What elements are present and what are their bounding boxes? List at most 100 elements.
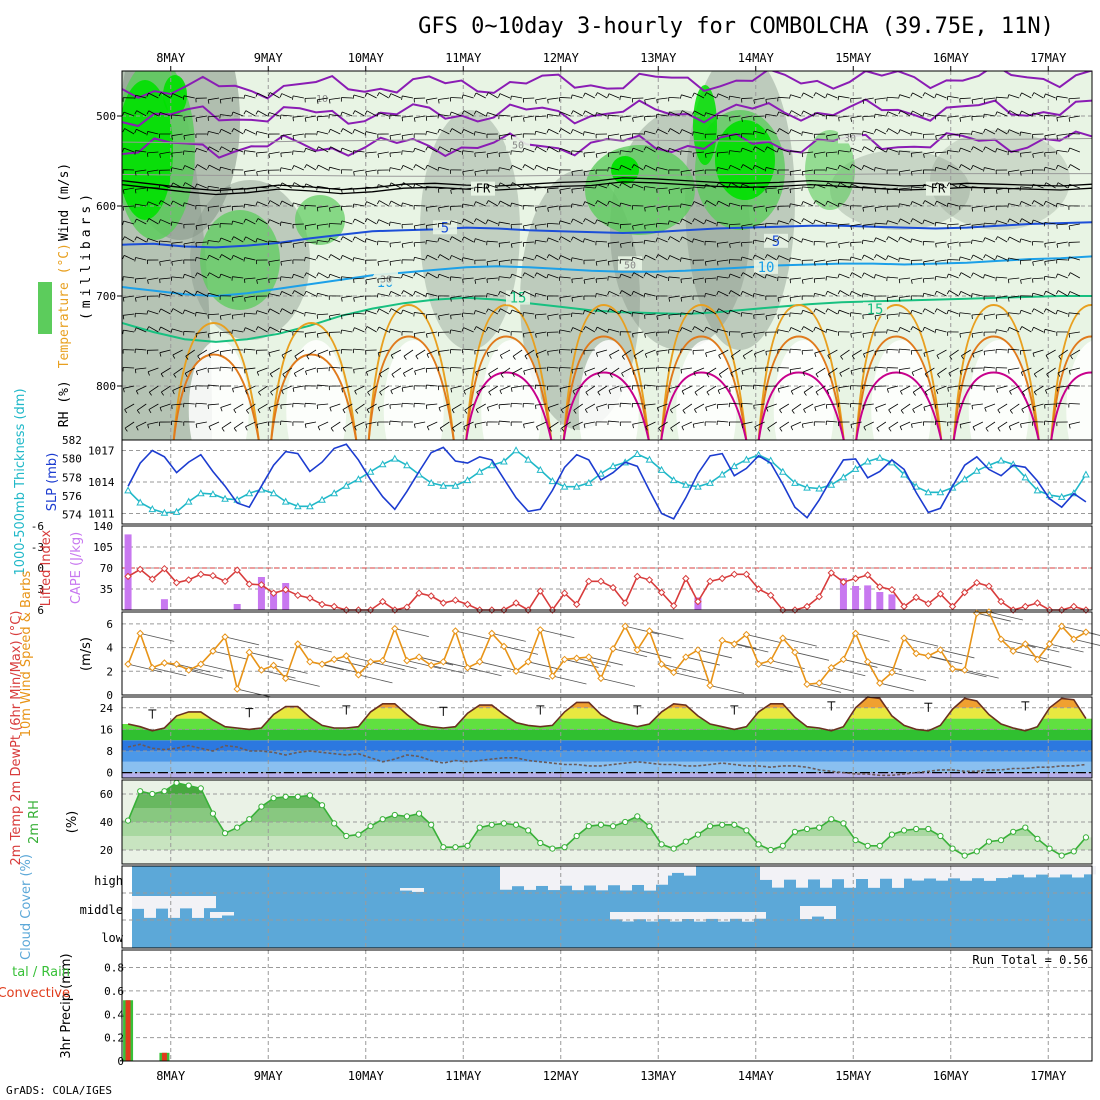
wind-barb [670,403,680,411]
wind-barb-flag [1019,310,1022,315]
wind-barb [971,97,983,101]
wind-barb-flag [523,424,525,429]
wind-barb [900,385,911,392]
wind-barb-flag [995,148,998,153]
wind-barb-flag [837,310,840,315]
wind-barb-flag [910,201,913,206]
wind-barb [280,276,292,279]
wind-speed-point [645,627,654,635]
wind-barb-flag [801,201,804,206]
wind-barb-flag [570,129,574,134]
wind-barb-flag [340,255,343,260]
wind-barb-flag [522,164,526,169]
wind-barb [438,403,450,408]
wind-barb [935,420,947,423]
wind-barb [899,203,911,207]
wind-barb [341,367,353,369]
wind-speed-point [815,679,823,687]
wind-barb [499,241,511,244]
wind-barb [839,290,850,297]
wind-barb [329,237,341,243]
wind-barb-flag [376,112,379,117]
wind-barb [1021,326,1032,333]
wind-barb-flag [765,207,768,212]
wind-barb-flag [789,279,792,284]
wind-barb [1058,349,1068,357]
wind-barb [389,259,401,262]
wind-barb [597,200,608,207]
wind-barb [462,348,474,351]
wind-barb-flag [437,254,441,259]
wind-barb [123,254,135,261]
wind-barb-flag [595,293,597,298]
wind-barb-flag [741,333,743,338]
wind-barb [293,273,305,279]
wind-barb-flag [1067,291,1071,296]
wind-barb [862,186,874,189]
wind-barb [996,295,1008,299]
precip-tick-label: 0.4 [104,1008,124,1021]
wind-barb-flag [160,373,164,378]
wind-barb-flag [510,387,513,392]
wind-barb [159,184,171,189]
wind-barb [729,202,741,207]
wind-barb-flag [194,183,198,188]
wind-barb-flag [948,372,952,377]
wind-barb-flag [898,297,901,302]
wind-barb [937,367,947,375]
wind-barb [632,183,644,189]
wind-barb-flag [473,92,477,97]
wind-barb [488,92,499,99]
wind-barb [476,403,486,410]
rh-shade-blob [805,130,855,210]
rh2m-point [391,811,398,819]
wind-speed-point [451,627,460,635]
wind-barb-flag [158,219,161,224]
wind-barb [547,187,559,190]
rh2m-point [791,828,799,835]
wind-barb [535,223,547,226]
wind-barb-flag [510,290,513,295]
wind-barb-flag [159,352,162,357]
wind-barb [851,272,862,279]
surface-temperature-contour [562,335,650,440]
wind-barb [511,241,523,245]
wind-barb [838,223,850,226]
wind-barb [547,97,559,100]
wind-barb [353,257,365,261]
wind-barb [814,219,826,225]
wind-barb [1056,95,1068,99]
wind-barb [850,403,862,405]
rh2m-point [318,802,326,809]
wind-barb-flag [704,200,707,205]
rh2m-point [997,837,1005,844]
lifted-index-point [451,596,460,604]
wind-barb-flag [753,353,757,358]
wind-barb [717,276,729,279]
wind-barb-flag [280,243,282,248]
wind-barb-flag [195,225,198,230]
wind-barb [547,273,559,279]
wind-barb [329,114,341,117]
lifted-index-point [160,564,169,573]
wind-speed-point [863,658,872,666]
wind-barb-flag [971,207,974,212]
wind-barb-flag [718,374,722,378]
wind-barb [135,257,147,261]
wind-barb [281,182,292,189]
wind-barb [814,183,826,189]
wind-barb [257,218,268,225]
wind-barb-flag [825,93,828,98]
lifted-index-point [306,594,314,602]
surface-wind-barb [370,661,405,671]
wind-barb [887,111,899,117]
thickness-point [1033,486,1042,494]
wind-barb [329,313,341,317]
wind-barb-flag [1044,135,1046,140]
wind-barb [729,133,741,136]
thickness-point [985,461,993,469]
wind-barb [706,326,717,333]
wind-barb [559,329,571,333]
wind-barb [694,92,705,99]
wind-barb [476,385,486,393]
